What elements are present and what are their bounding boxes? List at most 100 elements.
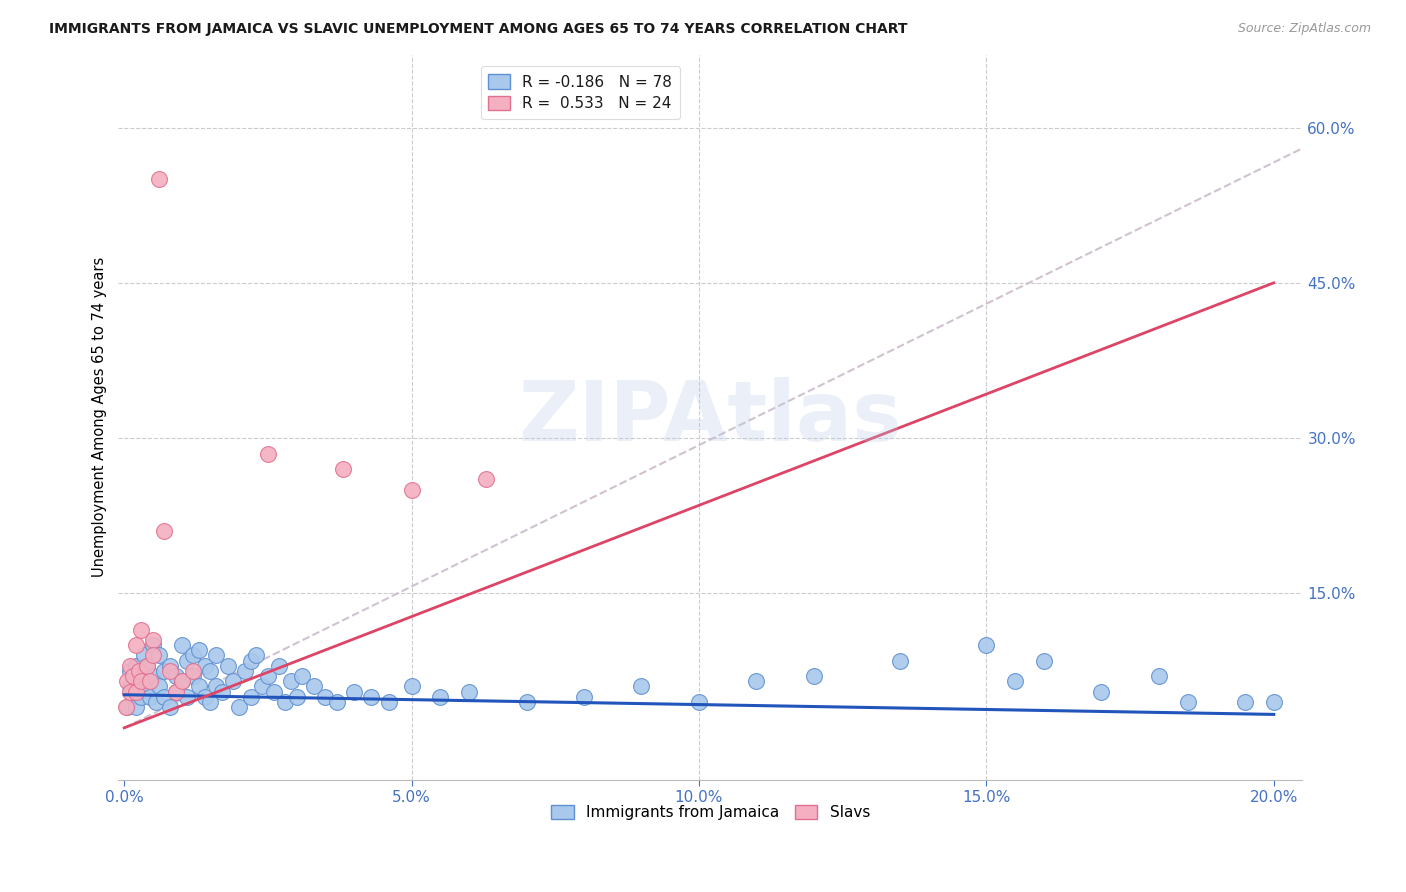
Point [121, 669, 143, 683]
Point [360, 690, 382, 704]
Point [131, 669, 153, 683]
Point [187, 643, 209, 657]
Point [1032, 654, 1054, 668]
Point [176, 654, 198, 668]
Point [128, 674, 150, 689]
Point [515, 695, 537, 709]
Point [1147, 669, 1170, 683]
Point [976, 638, 998, 652]
Point [803, 669, 825, 683]
Point [217, 658, 239, 673]
Point [228, 700, 250, 714]
Point [136, 658, 159, 673]
Point [118, 664, 141, 678]
Point [148, 680, 170, 694]
Legend: Immigrants from Jamaica, Slavs: Immigrants from Jamaica, Slavs [544, 798, 876, 826]
Point [245, 648, 267, 663]
Point [187, 680, 209, 694]
Point [118, 680, 141, 694]
Point [211, 684, 233, 698]
Point [269, 658, 291, 673]
Point [176, 690, 198, 704]
Point [136, 680, 159, 694]
Point [285, 690, 308, 704]
Point [239, 690, 262, 704]
Point [401, 483, 423, 497]
Text: IMMIGRANTS FROM JAMAICA VS SLAVIC UNEMPLOYMENT AMONG AGES 65 TO 74 YEARS CORRELA: IMMIGRANTS FROM JAMAICA VS SLAVIC UNEMPL… [49, 22, 908, 37]
Point [1263, 695, 1285, 709]
Point [429, 690, 451, 704]
Point [118, 684, 141, 698]
Point [630, 680, 652, 694]
Point [148, 172, 170, 186]
Point [118, 658, 141, 673]
Point [139, 690, 162, 704]
Point [257, 669, 280, 683]
Point [145, 695, 167, 709]
Point [159, 700, 181, 714]
Point [142, 638, 165, 652]
Point [889, 654, 911, 668]
Point [194, 658, 217, 673]
Point [165, 669, 187, 683]
Point [115, 674, 138, 689]
Point [153, 664, 176, 678]
Point [239, 654, 262, 668]
Text: Source: ZipAtlas.com: Source: ZipAtlas.com [1237, 22, 1371, 36]
Point [181, 669, 204, 683]
Point [181, 648, 204, 663]
Point [142, 648, 165, 663]
Point [159, 664, 181, 678]
Point [139, 674, 162, 689]
Point [125, 700, 148, 714]
Point [131, 690, 153, 704]
Point [148, 648, 170, 663]
Point [142, 669, 165, 683]
Point [332, 462, 354, 476]
Point [1177, 695, 1199, 709]
Point [165, 684, 187, 698]
Point [181, 664, 204, 678]
Point [458, 684, 481, 698]
Point [274, 695, 297, 709]
Point [128, 664, 150, 678]
Point [131, 674, 153, 689]
Point [170, 674, 193, 689]
Point [125, 658, 148, 673]
Point [343, 684, 366, 698]
Point [153, 690, 176, 704]
Point [205, 680, 228, 694]
Point [745, 674, 768, 689]
Point [153, 524, 176, 539]
Point [205, 648, 228, 663]
Point [280, 674, 302, 689]
Point [1233, 695, 1256, 709]
Point [194, 690, 217, 704]
Y-axis label: Unemployment Among Ages 65 to 74 years: Unemployment Among Ages 65 to 74 years [93, 257, 107, 577]
Point [165, 684, 187, 698]
Point [263, 684, 285, 698]
Point [115, 700, 138, 714]
Point [377, 695, 399, 709]
Point [291, 669, 314, 683]
Point [572, 690, 595, 704]
Point [136, 658, 159, 673]
Point [142, 632, 165, 647]
Point [125, 684, 148, 698]
Point [1004, 674, 1026, 689]
Point [1090, 684, 1112, 698]
Point [200, 664, 222, 678]
Point [250, 680, 273, 694]
Point [125, 638, 148, 652]
Point [159, 658, 181, 673]
Point [222, 674, 245, 689]
Point [170, 674, 193, 689]
Point [131, 623, 153, 637]
Point [302, 680, 325, 694]
Point [233, 664, 256, 678]
Point [314, 690, 336, 704]
Point [257, 447, 280, 461]
Point [134, 648, 156, 663]
Text: ZIPAtlas: ZIPAtlas [519, 377, 903, 458]
Point [115, 700, 138, 714]
